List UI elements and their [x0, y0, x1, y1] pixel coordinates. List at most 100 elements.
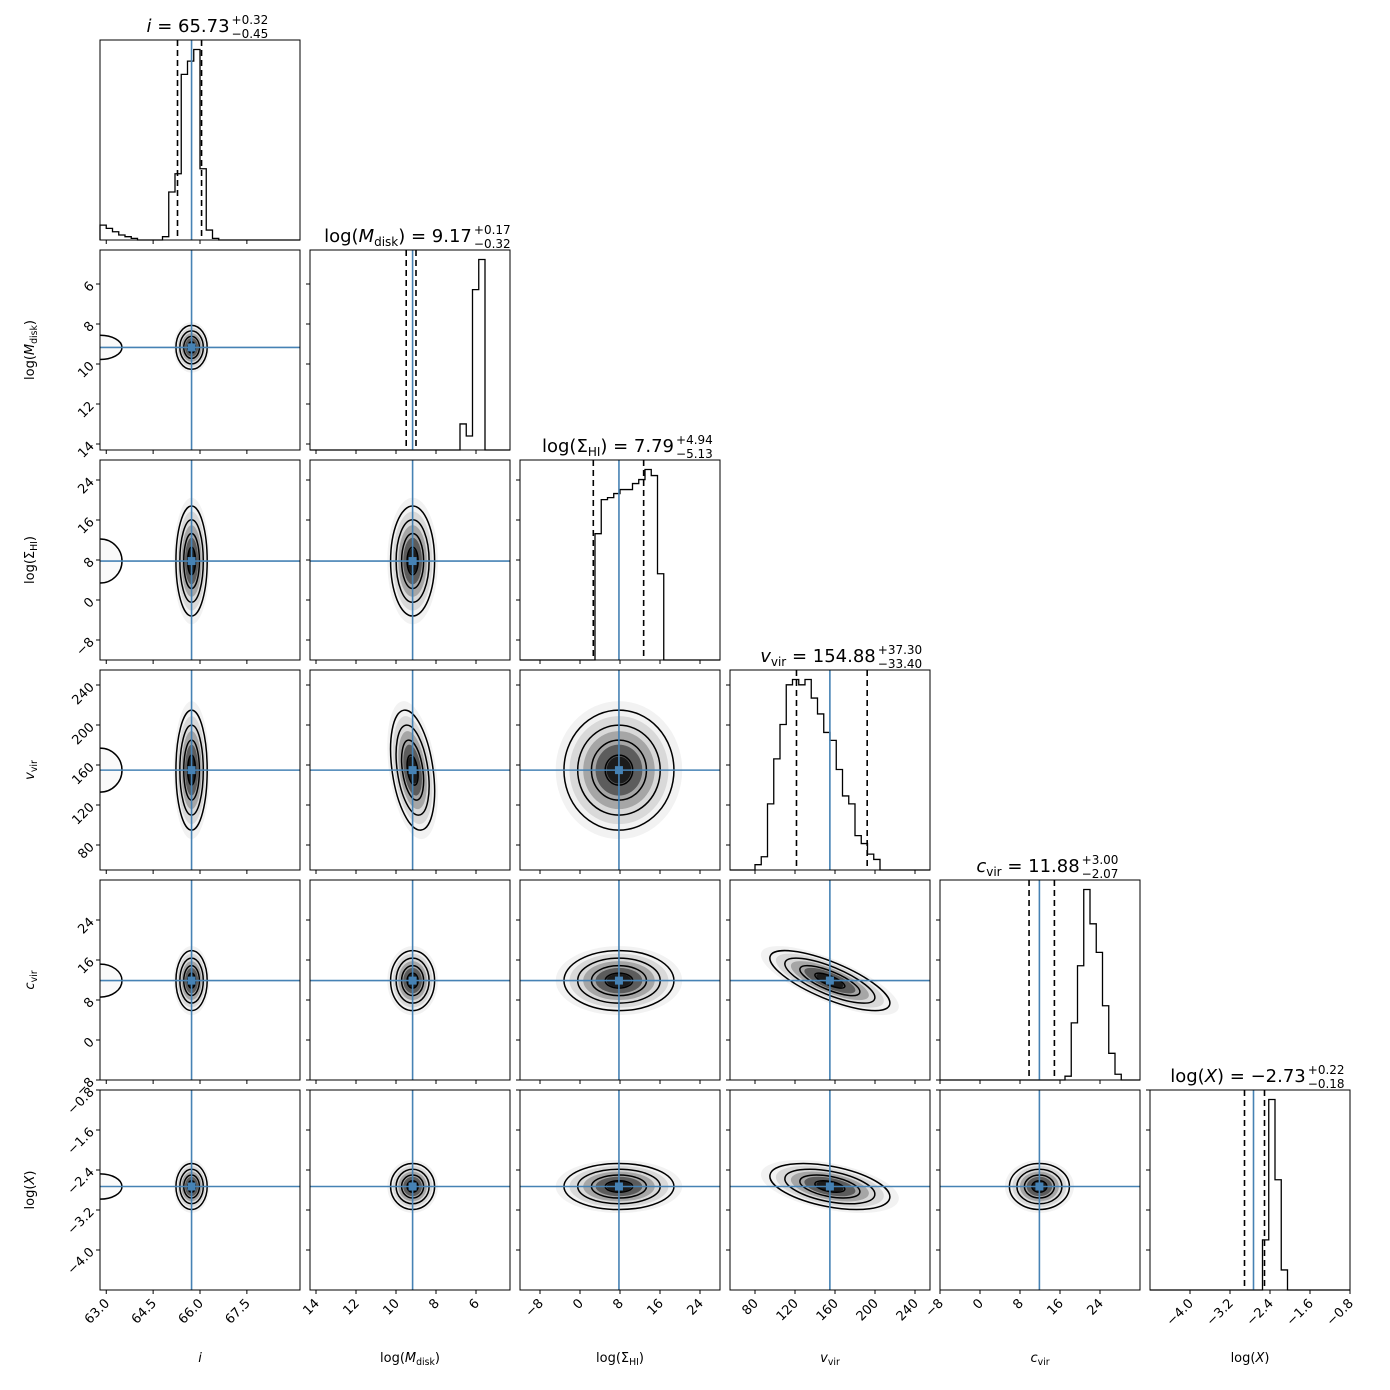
- y-axis-label-logMdisk: log(Mdisk): [23, 320, 40, 380]
- y-tick-label: 24: [75, 915, 97, 937]
- error-plus-i: +0.32: [232, 13, 269, 27]
- y-tick-label: 16: [75, 955, 97, 977]
- x-tick-label: 16: [1045, 1296, 1067, 1318]
- contour-level-2: [784, 957, 876, 1004]
- contour-level-3: [769, 949, 891, 1012]
- histogram-logSigmaHI: [520, 468, 720, 661]
- x-tick-label: 80: [740, 1296, 762, 1318]
- contour-level-3: [769, 1162, 891, 1211]
- error-minus-cvir: −2.07: [1082, 867, 1119, 881]
- error-minus-logMdisk: −0.32: [474, 237, 511, 251]
- panel-title-cvir: cvir = 11.88: [976, 856, 1079, 879]
- x-tick-label: 12: [341, 1296, 363, 1318]
- y-tick-label: 0: [81, 595, 97, 611]
- x-tick-label: 200: [854, 1296, 882, 1324]
- y-tick-label: 160: [69, 760, 97, 788]
- density-panel-logSigmaHI-vs-logMdisk: [309, 459, 511, 661]
- x-tick-label: 240: [894, 1296, 922, 1324]
- density-panel-cvir-vs-logSigmaHI: [519, 879, 721, 1081]
- y-tick-label: 10: [75, 359, 97, 381]
- y-axis-label-vvir: vvir: [23, 760, 40, 780]
- error-plus-cvir: +3.00: [1082, 853, 1119, 867]
- density-panel-cvir-vs-logMdisk: [309, 879, 511, 1081]
- density-panel-cvir-vs-i: [99, 879, 301, 1081]
- panel-frame: [939, 1089, 1141, 1291]
- truth-marker: [187, 976, 196, 985]
- x-tick-label: 0: [570, 1296, 586, 1312]
- histogram-logX: [1150, 1098, 1350, 1291]
- x-tick-label: 63.0: [82, 1296, 113, 1327]
- x-tick-label: −8: [523, 1296, 547, 1320]
- error-plus-logMdisk: +0.17: [474, 223, 511, 237]
- truth-marker: [408, 557, 417, 566]
- truth-marker: [614, 976, 623, 985]
- y-tick-label: 8: [81, 555, 97, 571]
- truth-marker: [187, 343, 196, 352]
- panel-title-logMdisk: log(Mdisk) = 9.17: [324, 226, 472, 249]
- contour-level-0: [814, 1179, 846, 1193]
- contour-level-2: [395, 724, 430, 816]
- x-tick-label: −4.0: [1164, 1296, 1197, 1329]
- truth-marker: [614, 766, 623, 775]
- error-minus-i: −0.45: [232, 27, 269, 41]
- truth-marker: [187, 1182, 196, 1191]
- density-panel-vvir-vs-logMdisk: [309, 669, 511, 871]
- y-tick-label: −2.4: [65, 1165, 98, 1198]
- truth-marker: [825, 976, 834, 985]
- y-tick-label: 16: [75, 515, 97, 537]
- x-tick-label: 64.5: [129, 1296, 160, 1327]
- density-panel-logX-vs-i: [99, 1089, 301, 1291]
- y-tick-label: −3.2: [65, 1205, 98, 1238]
- hist-panel-i: [99, 39, 301, 241]
- x-tick-label: 0: [970, 1296, 986, 1312]
- x-axis-label-logMdisk: log(Mdisk): [380, 1351, 440, 1368]
- x-tick-label: 10: [381, 1296, 403, 1318]
- x-tick-label: 16: [645, 1296, 667, 1318]
- hist-panel-vvir: [729, 669, 931, 871]
- x-tick-label: 24: [685, 1296, 707, 1318]
- density-panel-logSigmaHI-vs-i: [99, 459, 301, 661]
- histogram-logMdisk: [310, 258, 510, 451]
- y-tick-label: 24: [75, 475, 97, 497]
- panel-frame: [729, 879, 931, 1081]
- density-panel-logX-vs-vvir: [729, 1089, 931, 1291]
- panel-frame: [309, 1089, 511, 1291]
- histogram-i: [99, 48, 300, 241]
- y-tick-label: 0: [81, 1035, 97, 1051]
- y-tick-label: 8: [81, 995, 97, 1011]
- y-axis-label-cvir: cvir: [23, 970, 40, 989]
- panel-title-logX: log(X) = −2.73: [1170, 1066, 1306, 1087]
- density-panel-vvir-vs-i: [99, 669, 301, 871]
- x-tick-label: 120: [774, 1296, 802, 1324]
- x-tick-label: −8: [923, 1296, 947, 1320]
- y-tick-label: −1.6: [65, 1125, 98, 1158]
- x-axis-label-i: i: [198, 1351, 202, 1366]
- x-tick-label: −0.8: [1324, 1296, 1357, 1329]
- x-tick-label: 160: [814, 1296, 842, 1324]
- y-tick-label: −4.0: [65, 1245, 98, 1278]
- x-axis-label-logSigmaHI: log(ΣHI): [596, 1351, 644, 1368]
- x-tick-label: 8: [610, 1296, 626, 1312]
- error-minus-logSigmaHI: −5.13: [676, 447, 713, 461]
- truth-marker: [187, 557, 196, 566]
- histogram-vvir: [730, 678, 930, 871]
- hist-panel-logSigmaHI: [519, 459, 721, 661]
- density-panel-cvir-vs-vvir: [729, 879, 931, 1081]
- truth-marker: [408, 1182, 417, 1191]
- x-tick-label: 67.5: [223, 1296, 254, 1327]
- density-panel-logX-vs-cvir: [939, 1089, 1141, 1291]
- density-panel-logX-vs-logSigmaHI: [519, 1089, 721, 1291]
- y-tick-label: 8: [81, 319, 97, 335]
- contour-level-1: [400, 739, 425, 801]
- x-tick-label: 14: [301, 1296, 323, 1318]
- contour-level-2: [784, 1168, 876, 1205]
- contour-level-1: [799, 964, 861, 997]
- error-plus-logSigmaHI: +4.94: [676, 433, 713, 447]
- x-axis-label-logX: log(X): [1231, 1351, 1270, 1366]
- y-tick-label: 200: [69, 720, 97, 748]
- density-panel-logMdisk-vs-i: [99, 249, 301, 451]
- truth-marker: [825, 1182, 834, 1191]
- panel-frame: [309, 669, 511, 871]
- y-tick-label: 14: [75, 439, 97, 461]
- x-tick-label: 66.0: [176, 1296, 207, 1327]
